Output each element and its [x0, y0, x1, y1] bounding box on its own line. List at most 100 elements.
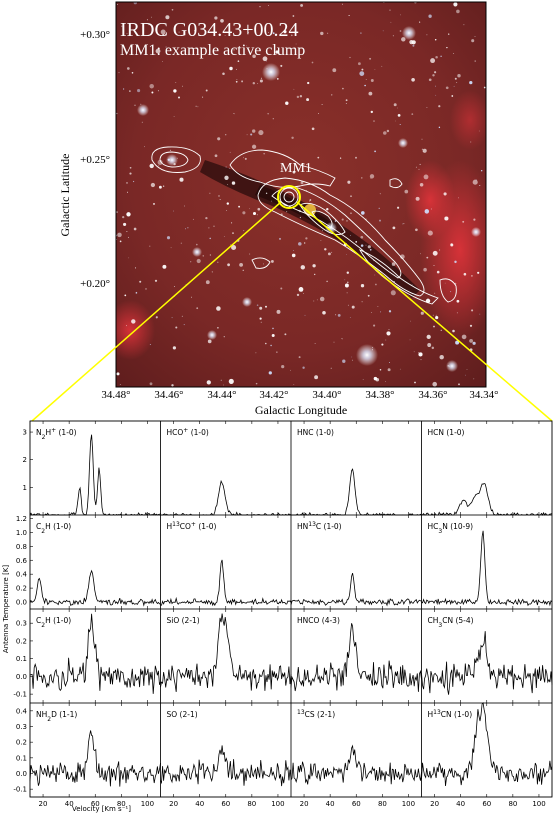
- spectrum-line: [160, 559, 292, 607]
- spectrum-line: [160, 613, 292, 692]
- y-tick-label: 0.3: [16, 723, 27, 731]
- x-tick-label: 34.38°: [365, 389, 394, 401]
- spectra-grid: N2H+ (1-0) HCO+ (1-0) HNC (1-0) HCN (1-0) C2…: [13, 420, 553, 808]
- x-tick-label: 40: [326, 800, 335, 808]
- x-tick-label: 34.42°: [259, 389, 288, 401]
- x-tick-label: 20: [169, 800, 178, 808]
- molecule-label: HNCO (4-3): [297, 616, 340, 625]
- molecule-label: SiO (2-1): [167, 616, 200, 625]
- image-title-line2: MM1: example active clump: [120, 42, 305, 59]
- x-tick-label: 34.34°: [469, 389, 498, 401]
- spectrum-line: [160, 479, 292, 516]
- spectrum-panel: N2H+ (1-0): [29, 420, 161, 516]
- molecule-label: H13CO+ (1-0): [167, 521, 217, 532]
- y-tick-label: 2: [23, 456, 27, 464]
- molecule-label: HCO+ (1-0): [167, 427, 209, 438]
- spectra-y-axis-label: Antenna Temperature [K]: [2, 565, 10, 654]
- y-tick-label: 0.3: [16, 620, 27, 628]
- spectrum-panel: C2H (1-0): [29, 514, 161, 610]
- y-tick-label: +0.20°: [80, 278, 110, 290]
- spectrum-line: [160, 745, 292, 787]
- y-tick-label: 1.2: [16, 515, 27, 523]
- x-tick-label: 34.36°: [418, 389, 447, 401]
- spectrum-panel: HN13C (1-0): [290, 514, 422, 610]
- molecule-label: N2H+ (1-0): [36, 427, 77, 441]
- y-tick-label: 0.0: [16, 599, 27, 607]
- spectrum-panel: HCN (1-0): [421, 420, 553, 516]
- y-tick-label: 1.0: [16, 529, 27, 537]
- x-tick-label: 20: [39, 800, 48, 808]
- spectra-x-axis-label: Velocity [Km s⁻¹]: [72, 805, 131, 813]
- x-tick-label: 40: [456, 800, 465, 808]
- x-tick-label: 60: [91, 800, 100, 808]
- spectrum-line: [291, 468, 422, 516]
- molecule-label: H13CN (1-0): [428, 709, 473, 720]
- y-tick-label: 0.6: [16, 557, 28, 565]
- molecule-label: NH2D (1-1): [36, 710, 77, 723]
- x-tick-label: 34.40°: [312, 389, 341, 401]
- spectrum-line: [290, 744, 422, 785]
- x-tick-label: 40: [65, 800, 74, 808]
- molecule-label: HN13C (1-0): [297, 521, 342, 532]
- y-tick-label: 0.2: [16, 637, 27, 645]
- spectrum-panel: 13CS (2-1): [290, 702, 422, 798]
- y-tick-label: 0.0: [16, 673, 27, 681]
- x-tick-label: 34.46°: [154, 389, 183, 401]
- molecule-label: HC3N (10-9): [428, 522, 474, 535]
- spectrum-panel: CH3CN (5-4): [421, 608, 553, 704]
- x-tick-label: 34.44°: [207, 389, 236, 401]
- spectrum-line: [29, 434, 161, 516]
- spectrum-panel: NH2D (1-1): [29, 702, 161, 798]
- spectrum-panel: C2H (1-0): [29, 608, 161, 704]
- x-tick-label: 100: [271, 800, 284, 808]
- spectrum-line: [290, 623, 422, 692]
- x-tick-label: 80: [117, 800, 126, 808]
- spectrum-panel: H13CO+ (1-0): [160, 514, 292, 610]
- y-tick-label: 0.8: [16, 543, 27, 551]
- molecule-label: SO (2-1): [167, 710, 198, 719]
- x-tick-label: 40: [195, 800, 204, 808]
- spectrum-panel: H13CN (1-0): [421, 702, 553, 798]
- image-y-axis-label: Galactic Latitude: [58, 154, 72, 237]
- spectrum-panel: SO (2-1): [160, 702, 292, 798]
- x-tick-label: 100: [402, 800, 415, 808]
- molecule-label: 13CS (2-1): [297, 709, 335, 720]
- x-tick-label: 34.48°: [101, 389, 130, 401]
- mm1-marker: [277, 185, 301, 209]
- sky-image: IRDC G034.43+00.24 MM1: example active c…: [115, 1, 487, 388]
- x-tick-label: 60: [482, 800, 491, 808]
- y-tick-label: -0.1: [13, 691, 27, 699]
- x-tick-label: 80: [378, 800, 387, 808]
- y-tick-label: 3: [23, 429, 27, 437]
- molecule-label: C2H (1-0): [36, 522, 71, 535]
- spectrum-line: [29, 730, 161, 787]
- x-tick-label: 80: [508, 800, 517, 808]
- panel-frame: [290, 514, 422, 610]
- y-tick-label: 0.1: [16, 655, 27, 663]
- molecule-label: C2H (1-0): [36, 616, 71, 629]
- x-tick-label: 20: [430, 800, 439, 808]
- molecule-label: HCN (1-0): [428, 428, 465, 437]
- x-tick-label: 60: [221, 800, 230, 808]
- molecule-label: CH3CN (5-4): [428, 616, 474, 629]
- x-tick-label: 20: [300, 800, 309, 808]
- mm1-label: MM1: [280, 161, 312, 176]
- image-title-line1: IRDC G034.43+00.24: [120, 19, 299, 41]
- x-tick-label: 100: [532, 800, 545, 808]
- y-tick-label: 0.1: [16, 754, 27, 762]
- y-tick-label: 0.0: [16, 770, 27, 778]
- spectrum-line: [29, 569, 161, 607]
- zoom-lines: [31, 201, 553, 422]
- y-tick-label: 0.4: [16, 571, 28, 579]
- spectrum-line: [421, 530, 553, 607]
- spectrum-panel: HNC (1-0): [290, 420, 422, 516]
- spectrum-line: [421, 483, 553, 516]
- image-x-ticks: 34.48° 34.46° 34.44° 34.42° 34.40° 34.38…: [101, 389, 498, 401]
- x-tick-label: 60: [352, 800, 361, 808]
- spectrum-panel: SiO (2-1): [160, 608, 292, 704]
- spectrum-line: [290, 572, 422, 607]
- spectrum-panel: HC3N (10-9): [421, 514, 553, 610]
- y-tick-label: 1: [23, 484, 27, 492]
- y-tick-label: 0.2: [16, 739, 27, 747]
